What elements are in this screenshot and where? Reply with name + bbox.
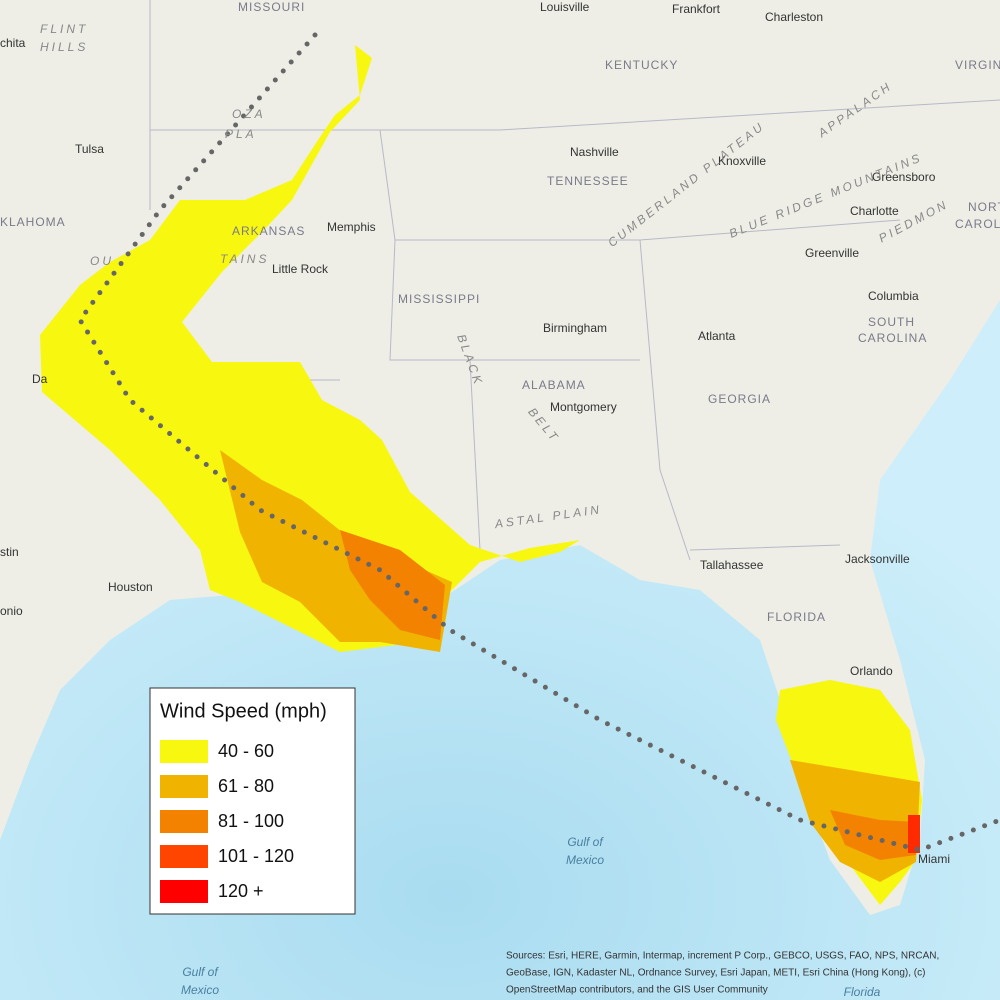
state-label: CAROL bbox=[955, 217, 1000, 231]
state-label: ALABAMA bbox=[522, 378, 586, 392]
city-label: onio bbox=[0, 604, 23, 618]
region-label: HILLS bbox=[40, 40, 88, 54]
city-label: Nashville bbox=[570, 145, 619, 159]
water-label: Florida bbox=[844, 985, 881, 999]
city-label: Tallahassee bbox=[700, 558, 764, 572]
legend-box bbox=[149, 687, 356, 915]
city-label: Knoxville bbox=[718, 154, 766, 168]
city-label: Columbia bbox=[868, 289, 919, 303]
city-label: Louisville bbox=[540, 0, 590, 14]
city-label: Birmingham bbox=[543, 321, 607, 335]
city-label: chita bbox=[0, 36, 26, 50]
state-label: CAROLINA bbox=[858, 331, 927, 345]
legend-swatch bbox=[160, 845, 208, 868]
city-label: Memphis bbox=[327, 220, 376, 234]
city-label: Greensboro bbox=[872, 170, 936, 184]
water-label: Mexico bbox=[566, 853, 604, 867]
legend-label: 61 - 80 bbox=[218, 776, 274, 796]
legend-label: 101 - 120 bbox=[218, 846, 294, 866]
city-label: Jacksonville bbox=[845, 552, 910, 566]
legend-title: Wind Speed (mph) bbox=[160, 700, 327, 722]
state-label: FLORIDA bbox=[767, 610, 826, 624]
water-label: Gulf of bbox=[567, 835, 604, 849]
legend-swatch bbox=[160, 880, 208, 903]
source-line: Sources: Esri, HERE, Garmin, Intermap, i… bbox=[506, 951, 939, 962]
city-label: Orlando bbox=[850, 664, 893, 678]
water-labels: Gulf of Mexico Gulf of Mexico Florida bbox=[181, 835, 881, 999]
city-label: Houston bbox=[108, 580, 153, 594]
state-label: KENTUCKY bbox=[605, 58, 678, 72]
city-label: Greenville bbox=[805, 246, 859, 260]
state-label: VIRGIN bbox=[955, 58, 1000, 72]
city-label: Charleston bbox=[765, 10, 823, 24]
region-label: OZA bbox=[232, 107, 266, 121]
water-label: Gulf of bbox=[182, 965, 219, 979]
wind-81-100 bbox=[340, 530, 445, 640]
city-labels: Louisville Frankfort Charleston Tulsa Na… bbox=[0, 0, 950, 866]
city-label: Charlotte bbox=[850, 204, 899, 218]
state-label: ARKANSAS bbox=[232, 224, 305, 238]
state-label: TENNESSEE bbox=[547, 174, 629, 188]
water-label: Mexico bbox=[181, 983, 219, 997]
city-label: stin bbox=[0, 545, 19, 559]
legend-swatch bbox=[160, 775, 208, 798]
source-line: GeoBase, IGN, Kadaster NL, Ordnance Surv… bbox=[506, 968, 925, 979]
region-label: PLA bbox=[225, 127, 257, 141]
city-label: Tulsa bbox=[75, 142, 104, 156]
state-label: MISSOURI bbox=[238, 0, 305, 14]
legend-swatch bbox=[160, 740, 208, 763]
source-line: OpenStreetMap contributors, and the GIS … bbox=[506, 985, 768, 996]
legend-label: 40 - 60 bbox=[218, 741, 274, 761]
region-label: FLINT bbox=[40, 22, 88, 36]
wind-120 bbox=[908, 815, 920, 853]
city-label: Little Rock bbox=[272, 262, 329, 276]
city-label: Frankfort bbox=[672, 2, 721, 16]
state-labels: MISSOURI KENTUCKY TENNESSEE ARKANSAS MIS… bbox=[0, 0, 1000, 624]
legend-label: 81 - 100 bbox=[218, 811, 284, 831]
city-label: Miami bbox=[918, 852, 950, 866]
city-label: Atlanta bbox=[698, 329, 736, 343]
region-label: TAINS bbox=[220, 252, 269, 266]
state-label: GEORGIA bbox=[708, 392, 771, 406]
region-label: OU bbox=[90, 254, 114, 268]
sources: Sources: Esri, HERE, Garmin, Intermap, i… bbox=[506, 951, 939, 996]
hurricane-track bbox=[76, 32, 1000, 853]
state-label: MISSISSIPPI bbox=[398, 292, 480, 306]
state-label: NORT bbox=[968, 200, 1000, 214]
wind-40-60 bbox=[40, 45, 580, 652]
city-label: Da bbox=[32, 372, 48, 386]
wind-81-100 bbox=[830, 810, 918, 860]
legend: Wind Speed (mph) 40 - 60 61 - 80 81 - 100 1… bbox=[149, 687, 356, 915]
legend-label: 120 + bbox=[218, 881, 264, 901]
state-label: SOUTH bbox=[868, 315, 915, 329]
legend-swatch bbox=[160, 810, 208, 833]
city-label: Montgomery bbox=[550, 400, 617, 414]
state-label: KLAHOMA bbox=[0, 215, 66, 229]
